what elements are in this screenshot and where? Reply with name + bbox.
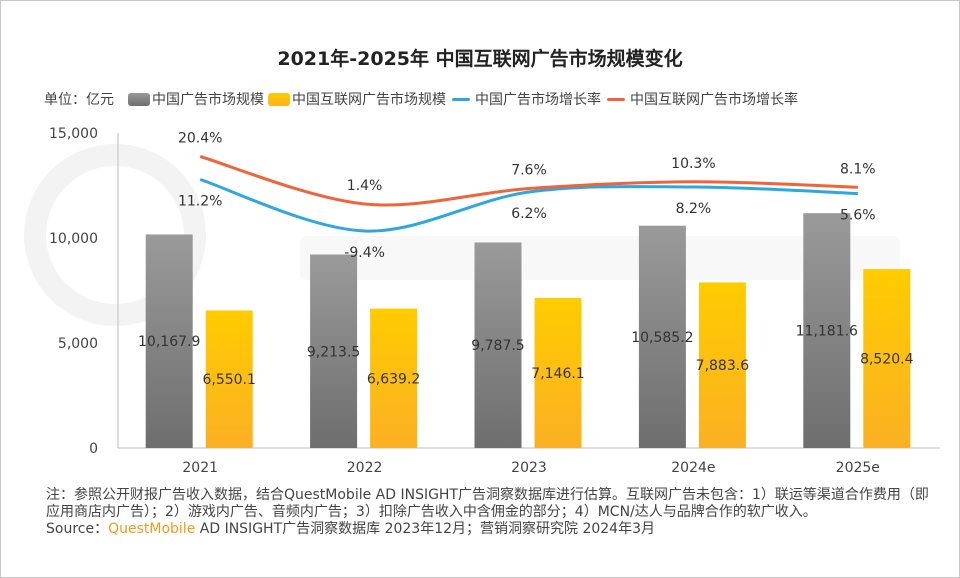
bar-value-label: 6,639.2	[367, 371, 420, 387]
internet-ad-bar	[205, 310, 253, 448]
ad-growth-line	[199, 178, 858, 233]
footnote: 注：参照公开财报广告收入数据，结合QuestMobile AD INSIGHT广…	[46, 487, 929, 520]
ad-market-bar	[474, 242, 522, 448]
internet-ad-growth-label: 20.4%	[178, 131, 222, 147]
ad-growth-label: 5.6%	[840, 208, 876, 224]
legend-swatch-gray	[128, 92, 150, 106]
ad-growth-label: -9.4%	[344, 245, 385, 261]
legend-item-ad-growth: 中国广告市场增长率	[446, 89, 601, 109]
chart-title: 2021年-2025年 中国互联网广告市场规模变化	[277, 48, 683, 70]
bar-value-label: 10,167.9	[138, 334, 200, 350]
x-tick-label: 2025e	[836, 460, 880, 476]
x-tick-label: 2023	[511, 460, 547, 476]
internet-ad-growth-label: 1.4%	[347, 178, 383, 194]
internet-ad-bar	[534, 297, 582, 448]
internet-ad-bar	[863, 269, 911, 448]
internet-ad-bar	[698, 282, 746, 448]
footer: 注：参照公开财报广告收入数据，结合QuestMobile AD INSIGHT广…	[46, 487, 936, 538]
internet-ad-bar	[370, 308, 418, 448]
internet-ad-growth-label: 8.1%	[840, 161, 876, 177]
ad-growth-label: 6.2%	[511, 206, 547, 222]
ad-market-bar	[145, 234, 193, 448]
bar-value-label: 11,181.6	[796, 324, 858, 340]
ad-growth-label: 11.2%	[178, 194, 222, 210]
source-line: Source：QuestMobile AD INSIGHT广告洞察数据库 202…	[46, 521, 655, 537]
bar-value-label: 8,520.4	[860, 352, 914, 368]
ad-market-bar	[803, 213, 851, 448]
legend-item-internet-ad-market: 中国互联网广告市场规模	[264, 89, 446, 109]
x-tick-label: 2021	[182, 460, 218, 476]
legend: 单位：亿元 中国广告市场规模 中国互联网广告市场规模 中国广告市场增长率 中国互…	[44, 89, 798, 109]
bar-value-label: 9,787.5	[471, 338, 524, 354]
y-tick-label: 0	[89, 441, 98, 457]
internet-ad-growth-line	[199, 155, 858, 207]
unit-label: 单位：亿元	[44, 92, 114, 108]
y-tick-label: 5,000	[58, 336, 98, 352]
watermark-logo	[24, 144, 206, 326]
bar-value-label: 7,146.1	[531, 366, 584, 382]
legend-swatch-yellow	[268, 92, 290, 106]
legend-line-blue	[452, 97, 470, 101]
watermark-wordmark	[300, 236, 900, 280]
watermark	[24, 144, 900, 326]
y-tick-label: 15,000	[49, 126, 98, 142]
x-tick-label: 2022	[347, 460, 383, 476]
bar-value-label: 7,883.6	[696, 358, 750, 374]
ad-growth-label: 8.2%	[676, 201, 712, 217]
legend-line-red	[607, 97, 625, 101]
internet-ad-growth-label: 10.3%	[671, 156, 715, 172]
questmobile-brand: QuestMobile	[108, 521, 196, 537]
ad-market-bar	[638, 225, 686, 448]
legend-item-ad-market: 中国广告市场规模	[128, 89, 264, 109]
ad-market-bar	[310, 254, 358, 448]
bar-value-label: 10,585.2	[631, 330, 693, 346]
internet-ad-growth-label: 7.6%	[511, 163, 547, 179]
bar-value-label: 6,550.1	[202, 372, 255, 388]
bar-value-label: 9,213.5	[307, 344, 360, 360]
y-tick-label: 10,000	[49, 231, 98, 247]
legend-item-internet-ad-growth: 中国互联网广告市场增长率	[601, 89, 798, 109]
x-tick-label: 2024e	[671, 460, 715, 476]
